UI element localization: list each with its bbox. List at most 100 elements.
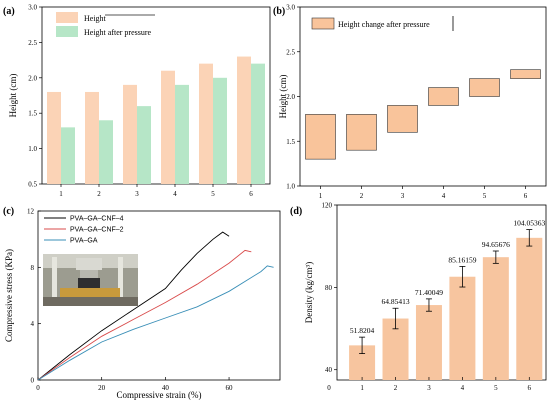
panel-b-floating-bar (346, 114, 377, 151)
panel-b-floating-bar (510, 69, 541, 79)
panel-c-series-line (37, 231, 230, 381)
panel-c-ytick-label: 4 (31, 320, 35, 328)
panel-a-frame (41, 6, 271, 185)
panel-b-ytick-label: 2.5 (286, 48, 295, 56)
panel-d-data-label: 51.8204 (350, 326, 375, 335)
photo-post-right (118, 257, 123, 299)
panel-d-xtick-label: 3 (427, 384, 431, 392)
panel-a-xtick-label: 4 (173, 190, 177, 198)
panel-d-data-label: 94.65676 (482, 240, 510, 249)
panel-a-bar-height (85, 91, 99, 184)
photo-base-shadow (43, 297, 138, 306)
panel-d-bar (516, 237, 543, 380)
panel-b-floating-bar (305, 114, 336, 160)
panel-c-xtick-label: 0 (36, 384, 40, 392)
panel-c-xtick-label: 20 (98, 384, 106, 392)
panel-b-ytick-label: 2.0 (286, 93, 295, 101)
panel-a-legend-after: Height after pressure (84, 28, 152, 37)
panel-b-legend-label: Height change after pressure (338, 20, 430, 29)
panel-a-bar-after (99, 120, 113, 184)
panel-a: (a) 0.5 1.0 1.5 2.0 2.5 3.0 1 2 3 4 5 6 Height (cm) H… (3, 4, 271, 198)
panel-d: (d) 40 80 120 0 51.8204 1 64.85413 2 71.40049 3 85… (290, 202, 547, 392)
compression-test-photo (43, 254, 138, 306)
photo-sample (78, 278, 100, 288)
panel-c-series-line (37, 265, 274, 381)
panel-a-bar-height (199, 63, 213, 184)
panel-a-bar-after (251, 63, 265, 184)
panel-b-ylabel: Height (cm) (278, 75, 288, 119)
panel-a-ytick-label: 2.0 (28, 74, 37, 82)
panel-a-xtick-label: 1 (59, 190, 63, 198)
panel-a-bar-after (213, 77, 227, 184)
panel-c-frame (37, 210, 281, 381)
panel-b-frame (299, 6, 547, 187)
panel-a-ytick-label: 2.5 (28, 39, 37, 47)
panel-a-xtick-label: 3 (135, 190, 139, 198)
panel-c-ylabel: Compressive stress (KPa) (4, 249, 14, 342)
panel-b-floating-bar (387, 105, 418, 133)
panel-a-bar-after (175, 84, 189, 184)
panel-c-xtick-label: 60 (226, 384, 234, 392)
panel-a-bar-height (123, 84, 137, 184)
panel-a-ytick-label: 0.5 (28, 181, 37, 189)
panel-b-ytick-label: 1.5 (286, 138, 295, 146)
panel-c: (c) 0 4 8 12 0 20 40 60 PVA–GA–CNF–4 PVA–GA–CNF–2… (3, 206, 281, 400)
panel-b-xtick-label: 1 (319, 192, 323, 200)
panel-d-data-label: 85.16159 (448, 255, 476, 264)
panel-a-xtick-label: 5 (211, 190, 215, 198)
panel-c-ytick-label: 0 (31, 377, 35, 385)
panel-a-ytick-label: 1.0 (28, 145, 37, 153)
panel-c-legend-label: PVA–GA–CNF–2 (70, 227, 124, 234)
panel-b-floating-bar (469, 78, 500, 97)
photo-post-left (52, 257, 57, 299)
panel-c-label: (c) (3, 206, 14, 217)
panel-b-xtick-label: 6 (524, 192, 528, 200)
panel-d-ytick-label: 40 (325, 366, 333, 374)
panel-d-xtick-label: 5 (494, 384, 498, 392)
panel-d-xtick-label: 0 (327, 384, 331, 392)
panel-a-bar-height (237, 56, 251, 185)
panel-a-ytick-label: 3.0 (28, 4, 37, 12)
panel-c-ytick-label: 12 (27, 208, 35, 216)
panel-d-xtick-label: 6 (528, 384, 532, 392)
panel-a-xtick-label: 2 (97, 190, 101, 198)
panel-d-xtick-label: 1 (360, 384, 364, 392)
panel-d-xtick-label: 4 (461, 384, 465, 392)
panel-c-series-line (37, 249, 252, 381)
panel-d-data-label: 64.85413 (381, 297, 409, 306)
photo-platen-top (76, 258, 102, 270)
panel-b-ytick-label: 1.0 (286, 183, 295, 191)
panel-d-ytick-label: 120 (322, 202, 333, 210)
panel-a-legend-swatch-height (56, 12, 78, 23)
panel-b-ytick-label: 3.0 (286, 4, 295, 12)
panel-c-ytick-label: 8 (31, 264, 35, 272)
panel-d-bar (415, 305, 442, 380)
photo-base-plate (60, 288, 120, 297)
panel-d-data-label: 104.05363 (513, 219, 545, 228)
panel-a-ylabel: Height (cm) (8, 74, 18, 118)
panel-a-bar-height (161, 70, 175, 184)
panel-c-xtick-label: 40 (162, 384, 170, 392)
panel-d-label: (d) (290, 206, 302, 217)
panel-b: (b) 1.0 1.5 2.0 2.5 3.0 1 2 3 4 5 6 Height (cm) Heig… (273, 4, 547, 200)
panel-b-xtick-label: 5 (483, 192, 487, 200)
panel-b-label: (b) (273, 6, 285, 17)
panel-d-xtick-label: 2 (394, 384, 398, 392)
panel-c-legend-label: PVA–GA (70, 238, 98, 245)
panel-d-ytick-label: 80 (325, 284, 333, 292)
panel-a-bar-height (47, 91, 61, 184)
panel-b-floating-bar (428, 87, 459, 106)
panel-c-legend-label: PVA–GA–CNF–4 (70, 216, 124, 223)
panel-b-legend-swatch (311, 17, 335, 30)
panel-a-bar-after (61, 127, 75, 184)
panel-d-ylabel: Density (kg/cm³) (304, 262, 314, 323)
panel-d-data-label: 71.40049 (415, 288, 443, 297)
panel-a-xtick-label: 6 (249, 190, 253, 198)
panel-a-label: (a) (3, 6, 15, 17)
panel-a-ytick-label: 1.5 (28, 110, 37, 118)
panel-a-legend-swatch-after (56, 26, 78, 37)
panel-b-xtick-label: 2 (360, 192, 364, 200)
panel-c-xlabel: Compressive strain (%) (117, 390, 202, 400)
panel-a-legend-height: Height (84, 14, 107, 23)
